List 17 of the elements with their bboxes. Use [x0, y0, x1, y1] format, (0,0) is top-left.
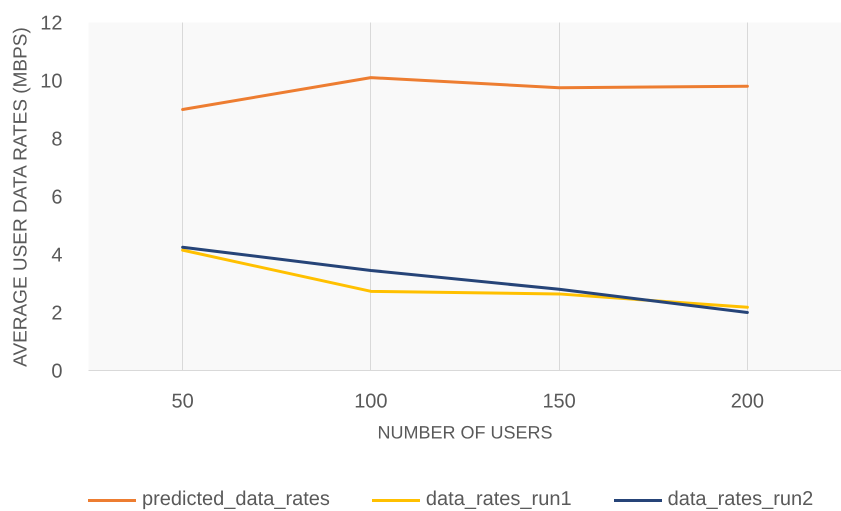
- x-tick-label: 50: [172, 390, 194, 412]
- y-tick-label: 2: [51, 302, 62, 324]
- line-series: [181, 76, 749, 111]
- legend-label: data_rates_run1: [426, 488, 572, 511]
- x-tick-label: 100: [354, 390, 388, 412]
- legend-label: predicted_data_rates: [142, 488, 330, 511]
- y-tick-label: 0: [51, 360, 62, 382]
- y-tick-label: 12: [40, 12, 63, 34]
- y-axis-title: AVERAGE USER DATA RATES (MBPS): [10, 27, 32, 367]
- x-axis-title: NUMBER OF USERS: [377, 422, 553, 442]
- y-tick-label: 8: [51, 128, 62, 150]
- y-tick-label: 10: [40, 70, 63, 92]
- x-tick-label: 200: [730, 390, 764, 412]
- legend-label: data_rates_run2: [668, 488, 814, 511]
- y-tick-label: 4: [51, 244, 62, 266]
- y-tick-label: 6: [51, 186, 62, 208]
- x-tick-label: 150: [542, 390, 576, 412]
